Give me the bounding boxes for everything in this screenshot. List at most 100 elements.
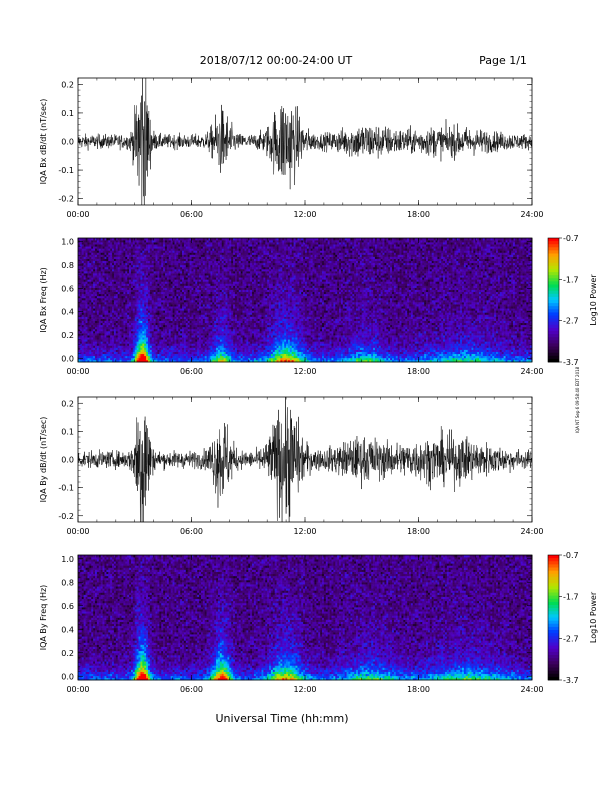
- heat-cell: [91, 306, 93, 308]
- heat-cell: [118, 323, 120, 325]
- heat-cell: [106, 269, 108, 271]
- heat-cell: [110, 325, 112, 327]
- heat-cell: [89, 343, 91, 345]
- heat-cell: [97, 310, 99, 312]
- heat-cell: [114, 259, 116, 261]
- heat-cell: [97, 333, 99, 335]
- y-tick-label: 0.1: [61, 109, 74, 118]
- heat-cell: [82, 283, 84, 285]
- heat-cell: [114, 354, 116, 356]
- heat-cell: [104, 290, 106, 292]
- heat-cell: [120, 263, 122, 265]
- heat-cell: [118, 286, 120, 288]
- heat-cell: [118, 292, 120, 294]
- heat-cell: [93, 279, 95, 281]
- heat-cell: [108, 337, 110, 339]
- heat-cell: [93, 321, 95, 323]
- heat-cell: [87, 259, 89, 261]
- heat-cell: [82, 248, 84, 250]
- heat-cell: [86, 341, 88, 343]
- heat-cell: [101, 290, 103, 292]
- heat-cell: [82, 300, 84, 302]
- heat-cell: [86, 306, 88, 308]
- heat-cell: [103, 314, 105, 316]
- heat-cell: [101, 335, 103, 337]
- heat-cell: [82, 350, 84, 352]
- heat-cell: [106, 267, 108, 269]
- heat-cell: [84, 339, 86, 341]
- heat-cell: [104, 308, 106, 310]
- heat-cell: [95, 275, 97, 277]
- heat-cell: [91, 261, 93, 263]
- heat-cell: [101, 323, 103, 325]
- heat-cell: [99, 352, 101, 354]
- heat-cell: [97, 252, 99, 254]
- heat-cell: [99, 354, 101, 356]
- heat-cell: [116, 339, 118, 341]
- heat-cell: [86, 348, 88, 350]
- heat-cell: [122, 354, 124, 356]
- heat-cell: [106, 294, 108, 296]
- heat-cell: [118, 288, 120, 290]
- heat-cell: [106, 333, 108, 335]
- heat-cell: [114, 271, 116, 273]
- heat-cell: [89, 348, 91, 350]
- heat-cell: [84, 263, 86, 265]
- heat-cell: [95, 337, 97, 339]
- heat-cell: [112, 259, 114, 261]
- heat-cell: [101, 248, 103, 250]
- heat-cell: [82, 335, 84, 337]
- heat-cell: [84, 343, 86, 345]
- heat-cell: [97, 339, 99, 341]
- heat-cell: [106, 246, 108, 248]
- x-tick-label: 24:00: [520, 210, 543, 219]
- heat-cell: [110, 265, 112, 267]
- heat-cell: [118, 335, 120, 337]
- heat-cell: [114, 327, 116, 329]
- heat-cell: [103, 279, 105, 281]
- heat-cell: [104, 356, 106, 358]
- heat-cell: [84, 358, 86, 360]
- heat-cell: [99, 300, 101, 302]
- heat-cell: [104, 325, 106, 327]
- heat-cell: [91, 317, 93, 319]
- heat-cell: [95, 310, 97, 312]
- heat-cell: [86, 242, 88, 244]
- heat-cell: [120, 352, 122, 354]
- heat-cell: [101, 269, 103, 271]
- heat-cell: [86, 292, 88, 294]
- heat-cell: [103, 281, 105, 283]
- heat-cell: [112, 300, 114, 302]
- heat-cell: [91, 321, 93, 323]
- heat-cell: [116, 271, 118, 273]
- heat-cell: [87, 273, 89, 275]
- heat-cell: [84, 259, 86, 261]
- heat-cell: [99, 265, 101, 267]
- heat-cell: [120, 265, 122, 267]
- heat-cell: [80, 348, 82, 350]
- heat-cell: [110, 314, 112, 316]
- heat-cell: [108, 323, 110, 325]
- heat-cell: [86, 325, 88, 327]
- heat-cell: [108, 304, 110, 306]
- heat-cell: [110, 250, 112, 252]
- heat-cell: [86, 248, 88, 250]
- heat-cell: [99, 257, 101, 259]
- heat-cell: [91, 242, 93, 244]
- heat-cell: [118, 257, 120, 259]
- heat-cell: [89, 240, 91, 242]
- heat-cell: [112, 308, 114, 310]
- heat-cell: [120, 248, 122, 250]
- heat-cell: [120, 339, 122, 341]
- heat-cell: [84, 257, 86, 259]
- heat-cell: [95, 265, 97, 267]
- heat-cell: [116, 331, 118, 333]
- heat-cell: [103, 271, 105, 273]
- heat-cell: [106, 250, 108, 252]
- heat-cell: [106, 329, 108, 331]
- heat-cell: [106, 308, 108, 310]
- heat-cell: [118, 310, 120, 312]
- heat-cell: [97, 242, 99, 244]
- heat-cell: [80, 240, 82, 242]
- heat-cell: [87, 339, 89, 341]
